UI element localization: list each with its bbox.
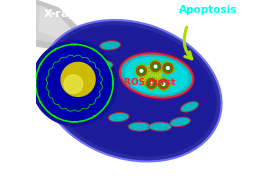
Circle shape: [48, 57, 101, 110]
Text: X-ray: X-ray: [44, 9, 76, 19]
Circle shape: [162, 83, 165, 85]
Text: Apoptosis: Apoptosis: [179, 5, 238, 15]
Circle shape: [36, 44, 113, 122]
Circle shape: [151, 62, 161, 71]
Ellipse shape: [108, 113, 129, 122]
Polygon shape: [35, 44, 114, 123]
Circle shape: [137, 66, 146, 76]
Ellipse shape: [170, 117, 190, 127]
Ellipse shape: [100, 41, 121, 50]
Ellipse shape: [120, 53, 193, 98]
Circle shape: [159, 79, 168, 89]
Circle shape: [61, 62, 95, 96]
Circle shape: [154, 65, 157, 68]
Circle shape: [163, 63, 173, 73]
Ellipse shape: [57, 35, 205, 146]
Ellipse shape: [92, 60, 113, 69]
Circle shape: [148, 81, 154, 87]
Ellipse shape: [128, 122, 151, 131]
Ellipse shape: [149, 122, 172, 131]
Circle shape: [64, 75, 83, 94]
Circle shape: [165, 65, 171, 71]
Circle shape: [152, 64, 159, 70]
Circle shape: [32, 41, 117, 126]
Circle shape: [140, 70, 143, 72]
Polygon shape: [27, 1, 118, 84]
Ellipse shape: [138, 65, 162, 86]
Text: ROS burst: ROS burst: [124, 78, 176, 87]
Circle shape: [150, 82, 153, 85]
Ellipse shape: [67, 43, 195, 139]
Ellipse shape: [45, 25, 217, 157]
Circle shape: [167, 67, 169, 69]
Circle shape: [146, 79, 156, 88]
Polygon shape: [27, 0, 127, 85]
Ellipse shape: [50, 29, 212, 152]
Ellipse shape: [118, 50, 195, 101]
Circle shape: [138, 68, 144, 74]
Ellipse shape: [181, 101, 199, 112]
Circle shape: [161, 81, 167, 87]
Polygon shape: [39, 5, 118, 83]
Ellipse shape: [40, 20, 222, 161]
Ellipse shape: [124, 57, 189, 94]
